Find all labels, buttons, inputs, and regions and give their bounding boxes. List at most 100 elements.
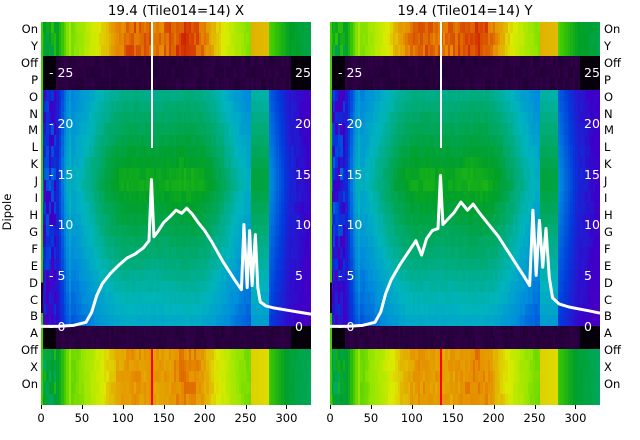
row-label-b: B	[604, 311, 640, 323]
x-tick-label: 200	[474, 411, 514, 425]
heatmap-row	[41, 100, 311, 113]
x-tick-mark	[122, 405, 124, 409]
heatmap-row	[41, 33, 311, 46]
row-label-d: D	[0, 277, 38, 290]
row-label-off: Off	[0, 57, 38, 70]
heatmap-row	[330, 179, 600, 192]
heatmap-row	[330, 168, 600, 181]
row-label-k: K	[0, 159, 38, 171]
row-label-c: C	[604, 294, 640, 307]
cursor-line[interactable]	[151, 22, 154, 149]
row-label-j: J	[0, 176, 38, 188]
heatmap-row	[330, 134, 600, 147]
row-label-l: L	[0, 142, 38, 154]
x-tick-mark	[575, 405, 577, 409]
row-label-m: M	[0, 125, 38, 137]
y-tick-label: - 0	[49, 319, 65, 334]
heatmap-row	[41, 44, 311, 57]
row-label-i: I	[0, 193, 38, 205]
heatmap-row	[41, 348, 311, 361]
heatmap-row	[330, 145, 600, 158]
heatmap-row	[330, 112, 600, 124]
heatmap-row	[330, 100, 600, 113]
row-label-y: Y	[0, 40, 38, 53]
x-tick-label: 300	[555, 411, 595, 425]
heatmap-row	[41, 67, 311, 79]
x-tick-label: 100	[103, 411, 143, 425]
heatmap-row	[330, 337, 600, 350]
row-label-on: On	[0, 23, 38, 36]
heatmap-row	[41, 78, 311, 91]
x-tick-label: 50	[351, 411, 391, 425]
cursor-line[interactable]	[440, 22, 443, 149]
heatmap-row	[41, 55, 311, 68]
x-tick-label: 150	[433, 411, 473, 425]
x-tick-mark	[370, 405, 372, 409]
heatmap-row	[41, 145, 311, 158]
panel-title-left: 19.4 (Tile014=14) X	[41, 3, 311, 19]
heatmap-row	[41, 157, 311, 170]
x-tick-mark	[493, 405, 495, 409]
row-label-a: A	[604, 328, 640, 340]
row-label-h: H	[0, 209, 38, 222]
row-label-o: O	[0, 91, 38, 104]
heatmap-row	[330, 224, 600, 237]
y-tick-label: - 5	[338, 268, 354, 283]
x-tick-label: 300	[266, 411, 306, 425]
row-label-on: On	[604, 23, 640, 36]
heatmap-row	[41, 247, 311, 260]
row-label-x: X	[604, 362, 640, 374]
row-label-c: C	[0, 294, 38, 307]
overlay-trace	[41, 178, 311, 328]
heatmap-row	[330, 247, 600, 260]
row-label-f: F	[604, 243, 640, 256]
heatmap-panel-right[interactable]	[330, 22, 600, 405]
y-tick-label: - 10	[338, 217, 362, 232]
x-tick-label: 150	[144, 411, 184, 425]
y-tick-label-mirror: 5	[584, 268, 592, 283]
y-tick-label: - 15	[338, 167, 362, 182]
row-label-on: On	[0, 379, 38, 391]
heatmap-row	[41, 179, 311, 192]
row-label-off: Off	[604, 57, 640, 70]
x-tick-mark	[286, 405, 288, 409]
edge-stripe	[41, 22, 43, 405]
marker-line-red[interactable]	[151, 349, 154, 405]
row-label-x: X	[0, 362, 38, 374]
row-label-o: O	[604, 91, 640, 104]
heatmap-row	[41, 258, 311, 271]
y-tick-label-mirror: 20	[584, 116, 600, 131]
heatmap-row	[41, 89, 311, 102]
row-label-off: Off	[0, 345, 38, 357]
x-tick-label: 50	[62, 411, 102, 425]
heatmap-panel-left[interactable]	[41, 22, 311, 405]
x-tick-mark	[41, 405, 42, 409]
row-label-f: F	[0, 243, 38, 256]
heatmap-row	[330, 190, 600, 203]
heatmap-row	[330, 371, 600, 384]
y-tick-label: - 25	[49, 65, 73, 80]
heatmap-row	[330, 382, 600, 395]
heatmap-row	[41, 134, 311, 147]
heatmap-row	[330, 359, 600, 372]
row-label-y: Y	[604, 40, 640, 53]
heatmap-row	[330, 258, 600, 271]
x-tick-mark	[163, 405, 165, 409]
x-tick-mark	[452, 405, 454, 409]
y-tick-label-mirror: 25	[295, 65, 311, 80]
marker-line-red[interactable]	[440, 349, 443, 405]
row-label-on: On	[604, 379, 640, 391]
x-tick-label: 100	[392, 411, 432, 425]
heatmap-row	[41, 190, 311, 203]
heatmap-row	[41, 393, 311, 405]
heatmap-row	[330, 123, 600, 136]
heatmap-row	[41, 202, 311, 215]
heatmap-row	[41, 22, 311, 34]
row-label-m: M	[604, 125, 640, 137]
heatmap-row	[41, 337, 311, 350]
row-label-p: P	[0, 74, 38, 87]
y-tick-label-mirror: 0	[584, 319, 592, 334]
row-label-g: G	[604, 226, 640, 239]
heatmap-row	[41, 382, 311, 395]
